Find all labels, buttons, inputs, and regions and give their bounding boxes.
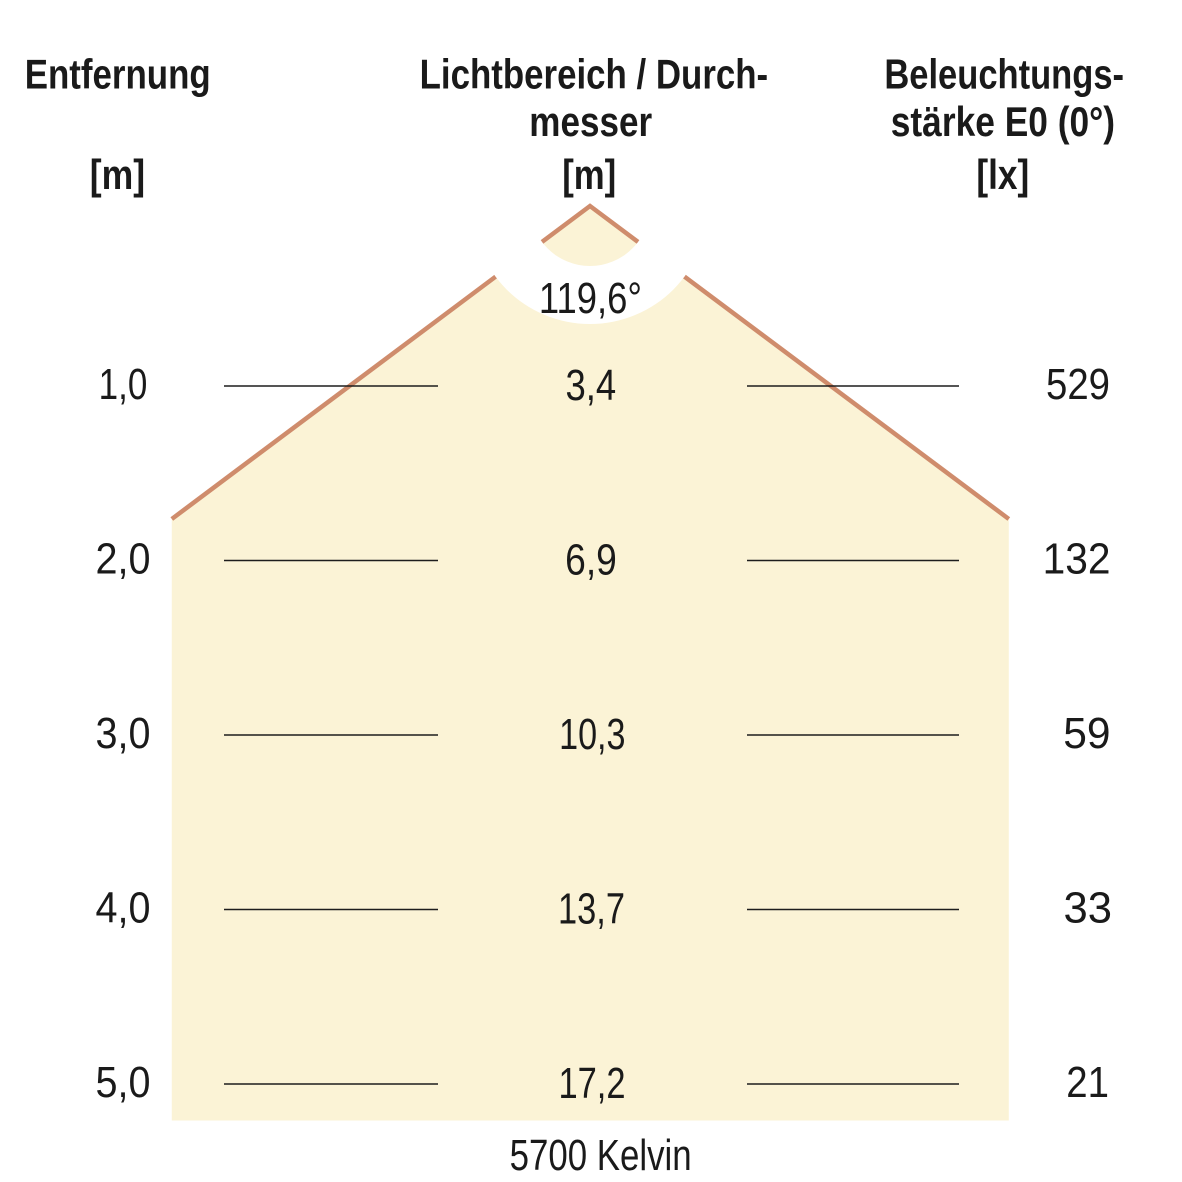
svg-text:5,0: 5,0 <box>96 1058 151 1107</box>
svg-text:stärke E0 (0°): stärke E0 (0°) <box>891 98 1115 145</box>
svg-text:4,0: 4,0 <box>96 884 151 933</box>
svg-text:3,4: 3,4 <box>565 361 616 410</box>
svg-text:33: 33 <box>1064 884 1113 933</box>
svg-text:132: 132 <box>1043 535 1111 584</box>
svg-text:[lx]: [lx] <box>976 151 1029 198</box>
svg-text:1,0: 1,0 <box>99 360 148 409</box>
svg-text:6,9: 6,9 <box>565 536 617 585</box>
svg-text:Beleuchtungs-: Beleuchtungs- <box>884 51 1124 98</box>
svg-text:[m]: [m] <box>562 151 616 198</box>
svg-text:21: 21 <box>1066 1058 1109 1107</box>
svg-text:17,2: 17,2 <box>558 1059 625 1108</box>
svg-text:119,6°: 119,6° <box>539 274 642 323</box>
svg-text:Lichtbereich / Durch-: Lichtbereich / Durch- <box>420 51 769 98</box>
svg-text:3,0: 3,0 <box>96 709 151 758</box>
svg-text:[m]: [m] <box>90 151 145 198</box>
svg-text:Entfernung: Entfernung <box>25 51 211 98</box>
svg-text:529: 529 <box>1046 360 1110 409</box>
svg-text:2,0: 2,0 <box>96 535 151 584</box>
svg-text:messer: messer <box>529 98 652 145</box>
svg-text:5700 Kelvin: 5700 Kelvin <box>510 1131 692 1180</box>
svg-text:59: 59 <box>1063 709 1110 758</box>
svg-text:10,3: 10,3 <box>559 710 625 759</box>
svg-text:13,7: 13,7 <box>558 885 625 934</box>
